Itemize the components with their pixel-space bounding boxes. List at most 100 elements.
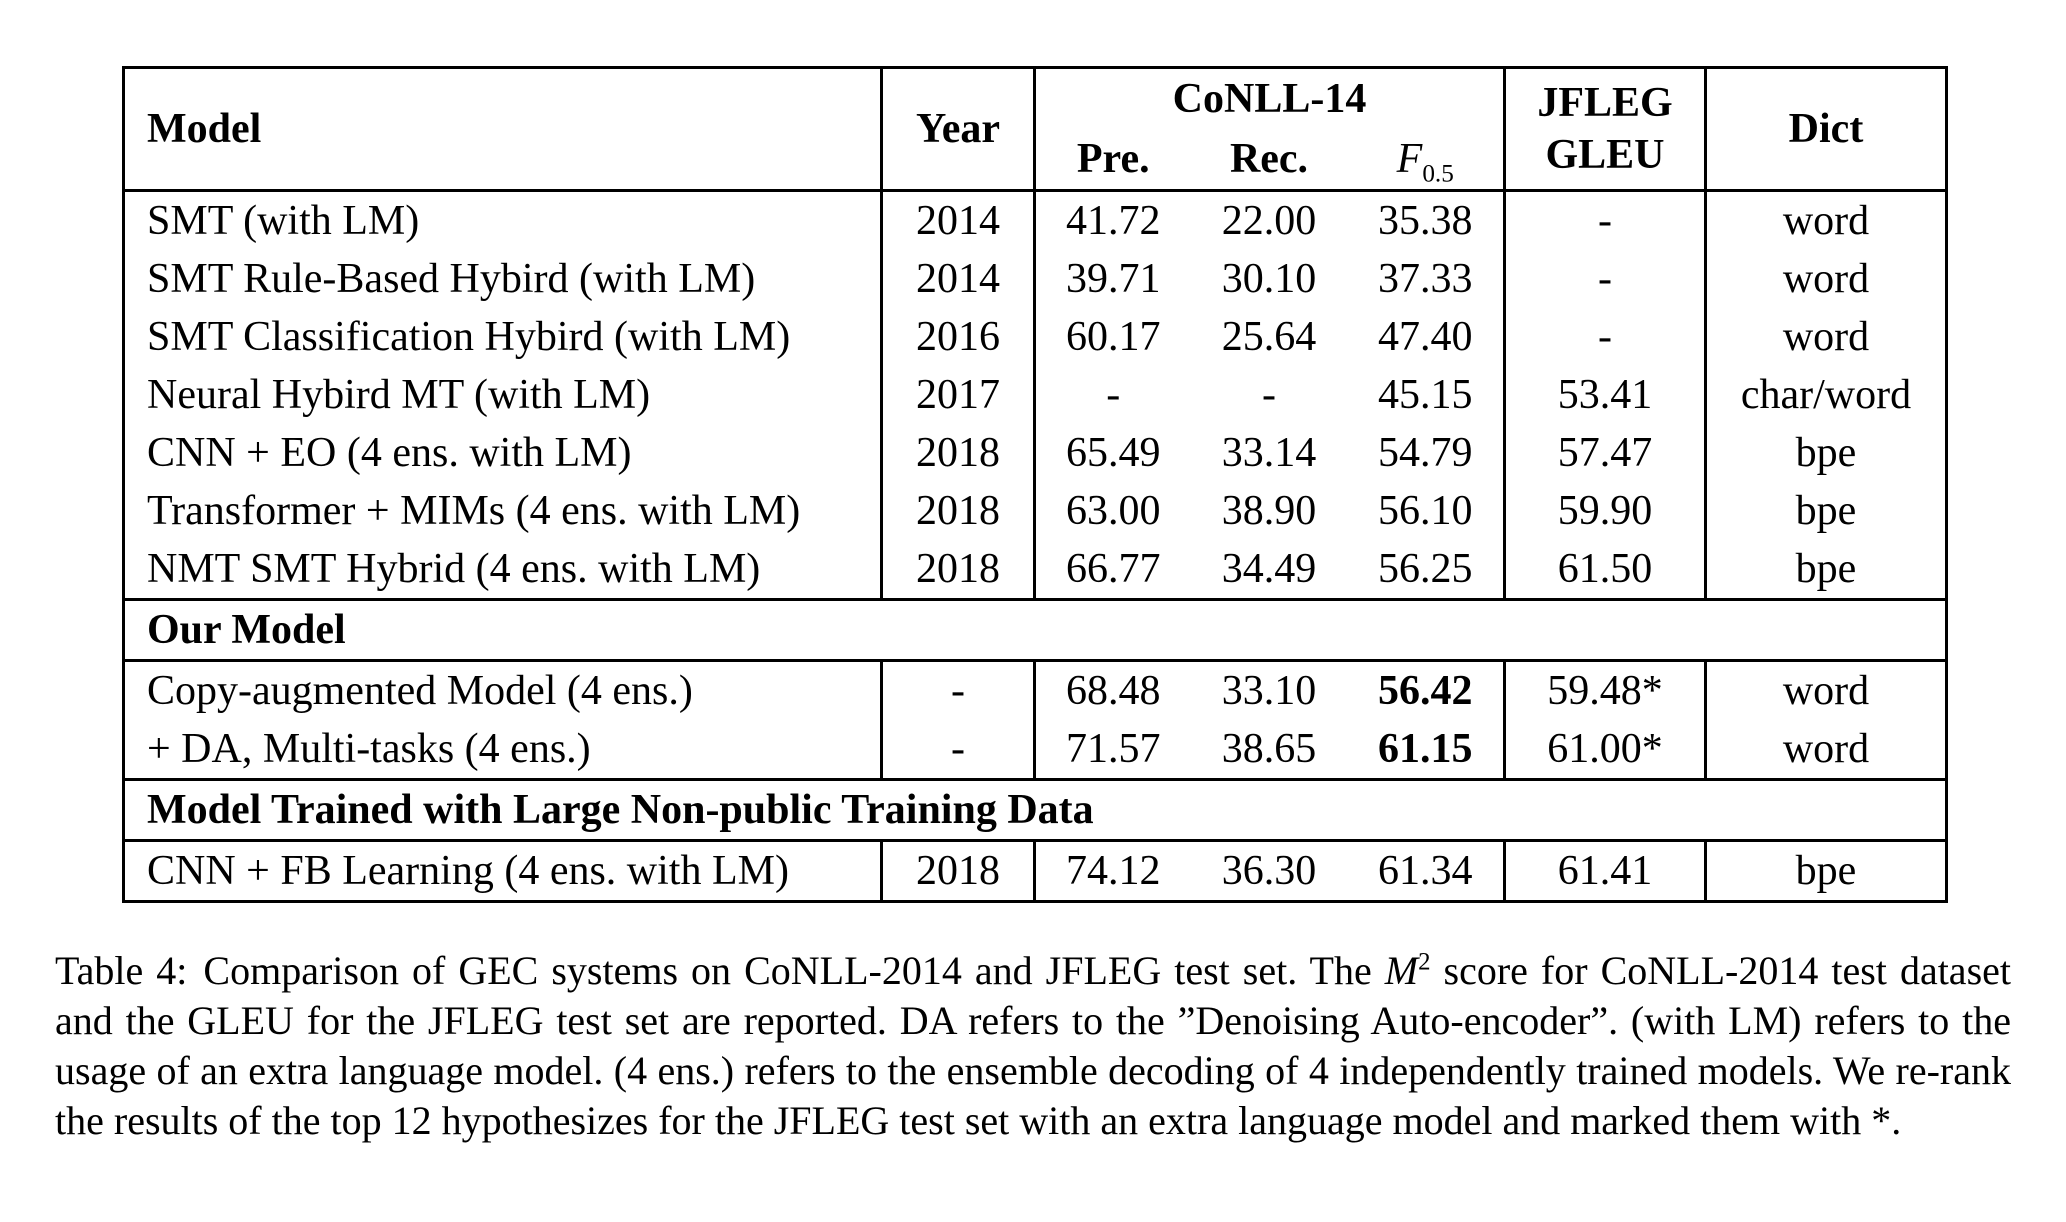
table-row: Neural Hybird MT (with LM) 2017 - - 45.1… xyxy=(123,366,1947,424)
cell-recall: 25.64 xyxy=(1221,314,1317,360)
cell-f05: 35.38 xyxy=(1347,190,1506,250)
cell-dict: char/word xyxy=(1740,372,1912,418)
cell-year: - xyxy=(881,660,1036,720)
cell-model: NMT SMT Hybrid (4 ens. with LM) xyxy=(123,540,883,600)
cell-f05: 61.15 xyxy=(1347,720,1506,780)
header-dict: Dict xyxy=(1705,67,1947,192)
cell-jfleg: - xyxy=(1504,190,1707,250)
cell-jfleg: - xyxy=(1504,250,1707,308)
cell-year: - xyxy=(881,720,1036,780)
cell-jfleg: - xyxy=(1504,308,1707,366)
cell-recall: 38.65 xyxy=(1221,726,1317,772)
cell-recall: 36.30 xyxy=(1221,848,1317,894)
table-row: NMT SMT Hybrid (4 ens. with LM) 2018 66.… xyxy=(123,540,1947,600)
header-precision: Pre. xyxy=(1034,129,1191,192)
cell-f05: 45.15 xyxy=(1347,366,1506,424)
cell-f05: 61.34 xyxy=(1347,840,1506,902)
header-conll-group: CoNLL-14 xyxy=(1034,67,1506,129)
cell-dict: word xyxy=(1782,668,1870,714)
cell-precision: 60.17 xyxy=(1066,314,1161,360)
cell-jfleg: 53.41 xyxy=(1504,366,1707,424)
cell-f05: 47.40 xyxy=(1347,308,1506,366)
header-recall: Rec. xyxy=(1190,129,1348,192)
table-row: CNN + FB Learning (4 ens. with LM) 2018 … xyxy=(123,840,1947,902)
section-row-our-model: Our Model xyxy=(123,598,1947,662)
cell-year: 2014 xyxy=(881,250,1036,308)
cell-recall: 30.10 xyxy=(1221,256,1317,302)
cell-recall: 33.14 xyxy=(1221,430,1317,476)
cell-recall: 33.10 xyxy=(1221,668,1317,714)
cell-dict: word xyxy=(1782,726,1870,772)
table-row: + DA, Multi-tasks (4 ens.) - 71.57 38.65… xyxy=(123,720,1947,780)
section-label: Our Model xyxy=(123,598,1947,662)
cell-year: 2018 xyxy=(881,424,1036,482)
cell-jfleg: 61.41 xyxy=(1504,840,1707,902)
cell-precision: 39.71 xyxy=(1066,256,1161,302)
cell-precision: 74.12 xyxy=(1066,848,1161,894)
cell-model: SMT Classification Hybird (with LM) xyxy=(123,308,883,366)
header-year: Year xyxy=(881,67,1036,192)
cell-model: SMT Rule-Based Hybird (with LM) xyxy=(123,250,883,308)
cell-jfleg: 59.48* xyxy=(1504,660,1707,720)
caption-m-exponent: 2 xyxy=(1418,948,1431,976)
cell-dict: bpe xyxy=(1795,488,1857,534)
table-row: SMT (with LM) 2014 41.72 22.00 35.38 - w… xyxy=(123,190,1947,250)
cell-jfleg: 57.47 xyxy=(1504,424,1707,482)
cell-recall: 22.00 xyxy=(1221,198,1317,244)
caption-label: Table 4: xyxy=(55,948,188,993)
cell-f05: 56.42 xyxy=(1347,660,1506,720)
comparison-table: Model Year CoNLL-14 JFLEG GLEU Dict Pre.… xyxy=(122,66,1948,903)
header-jfleg: JFLEG xyxy=(1537,80,1673,126)
cell-model: Transformer + MIMs (4 ens. with LM) xyxy=(123,482,883,540)
cell-year: 2018 xyxy=(881,840,1036,902)
cell-year: 2017 xyxy=(881,366,1036,424)
table-row: Copy-augmented Model (4 ens.) - 68.48 33… xyxy=(123,660,1947,720)
cell-f05: 37.33 xyxy=(1347,250,1506,308)
cell-precision: 63.00 xyxy=(1066,488,1161,534)
cell-recall: 38.90 xyxy=(1221,488,1317,534)
cell-precision: 65.49 xyxy=(1066,430,1161,476)
cell-year: 2014 xyxy=(881,190,1036,250)
caption-m-symbol: M xyxy=(1384,948,1419,993)
cell-model: Copy-augmented Model (4 ens.) xyxy=(123,660,883,720)
cell-precision: 68.48 xyxy=(1066,668,1161,714)
header-f05: F0.5 xyxy=(1347,129,1506,192)
cell-recall: - xyxy=(1262,372,1276,418)
cell-precision: 71.57 xyxy=(1066,726,1161,772)
cell-dict: bpe xyxy=(1795,546,1857,592)
cell-jfleg: 61.50 xyxy=(1504,540,1707,600)
cell-model: CNN + EO (4 ens. with LM) xyxy=(123,424,883,482)
cell-model: SMT (with LM) xyxy=(123,190,883,250)
cell-recall: 34.49 xyxy=(1221,546,1317,592)
header-jfleg-gleu: JFLEG GLEU xyxy=(1504,67,1707,192)
cell-dict: word xyxy=(1782,198,1870,244)
cell-jfleg: 59.90 xyxy=(1504,482,1707,540)
cell-f05: 56.10 xyxy=(1347,482,1506,540)
cell-precision: - xyxy=(1106,372,1121,418)
table-row: Transformer + MIMs (4 ens. with LM) 2018… xyxy=(123,482,1947,540)
caption-text-2: score for CoNLL-2014 test dataset and th… xyxy=(55,948,2011,1143)
cell-year: 2018 xyxy=(881,540,1036,600)
table-row: SMT Rule-Based Hybird (with LM) 2014 39.… xyxy=(123,250,1947,308)
cell-jfleg: 61.00* xyxy=(1504,720,1707,780)
header-model: Model xyxy=(123,67,883,192)
header-gleu: GLEU xyxy=(1545,132,1665,178)
cell-dict: bpe xyxy=(1795,430,1857,476)
cell-dict: word xyxy=(1782,256,1870,302)
cell-dict: word xyxy=(1782,314,1870,360)
table-caption: Table 4: Comparison of GEC systems on CoN… xyxy=(55,946,2011,1146)
cell-f05: 56.25 xyxy=(1347,540,1506,600)
table-row: SMT Classification Hybird (with LM) 2016… xyxy=(123,308,1947,366)
caption-text-1: Comparison of GEC systems on CoNLL-2014 … xyxy=(203,948,1385,993)
cell-precision: 41.72 xyxy=(1066,198,1161,244)
table-subheader-row: Pre. Rec. F0.5 xyxy=(124,129,1947,192)
table-row: CNN + EO (4 ens. with LM) 2018 65.49 33.… xyxy=(123,424,1947,482)
cell-model: + DA, Multi-tasks (4 ens.) xyxy=(123,720,883,780)
table-header-row: Model Year CoNLL-14 JFLEG GLEU Dict xyxy=(123,67,1947,192)
cell-model: CNN + FB Learning (4 ens. with LM) xyxy=(123,840,883,902)
cell-precision: 66.77 xyxy=(1066,546,1161,592)
cell-dict: bpe xyxy=(1795,848,1857,894)
cell-model: Neural Hybird MT (with LM) xyxy=(123,366,883,424)
cell-f05: 54.79 xyxy=(1347,424,1506,482)
section-label: Model Trained with Large Non-public Trai… xyxy=(123,778,1947,842)
